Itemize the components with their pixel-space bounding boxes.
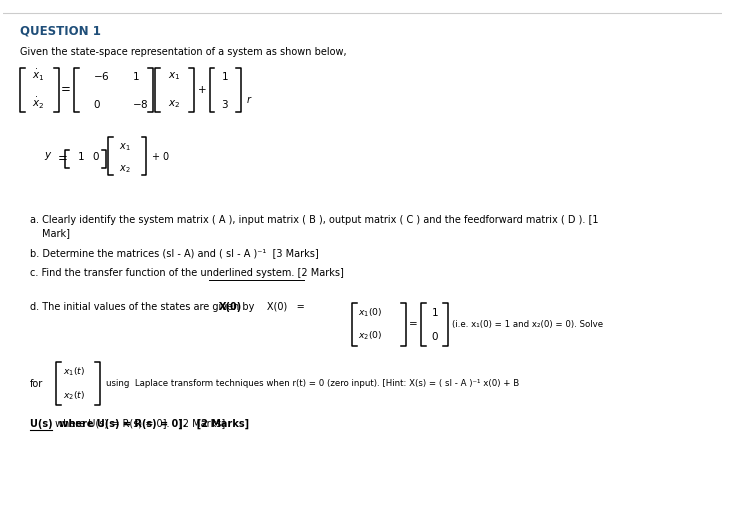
Text: $\dot{x}_1$: $\dot{x}_1$ <box>32 69 44 84</box>
Text: $1$: $1$ <box>76 150 84 162</box>
Text: where U(s) = R(s) = 0].   [2 Marks]: where U(s) = R(s) = 0]. [2 Marks] <box>53 418 225 428</box>
Text: for: for <box>30 379 43 389</box>
Text: $+\ 0$: $+\ 0$ <box>151 150 170 162</box>
Text: Given the state-space representation of a system as shown below,: Given the state-space representation of … <box>20 47 347 58</box>
Text: using  Laplace transform techniques when r(t) = 0 (zero input). [Hint: X(s) = ( : using Laplace transform techniques when … <box>106 379 519 388</box>
Text: Mark]: Mark] <box>41 229 70 238</box>
Text: $3$: $3$ <box>222 98 229 110</box>
Text: $0$: $0$ <box>431 330 439 342</box>
Text: $\dot{x}_2$: $\dot{x}_2$ <box>32 96 44 111</box>
Text: U(s)  where U(s) = R(s) = 0].   [2 Marks]: U(s) where U(s) = R(s) = 0]. [2 Marks] <box>30 418 249 428</box>
Text: a. Clearly identify the system matrix ( A ), input matrix ( B ), output matrix (: a. Clearly identify the system matrix ( … <box>30 214 599 224</box>
Text: $r$: $r$ <box>245 94 252 105</box>
Text: $x_2(0)$: $x_2(0)$ <box>358 330 382 343</box>
Text: $1$: $1$ <box>222 70 229 82</box>
Text: $x_1$: $x_1$ <box>119 141 131 153</box>
Text: $=$: $=$ <box>56 150 68 163</box>
Text: $x_2$: $x_2$ <box>168 98 180 110</box>
Text: $x_2(t)$: $x_2(t)$ <box>63 389 85 402</box>
Text: $x_1$: $x_1$ <box>168 70 180 82</box>
Text: $0$: $0$ <box>93 98 101 110</box>
Text: d. The initial values of the states are given by    X(0)   =: d. The initial values of the states are … <box>30 302 305 312</box>
Text: (i.e. x₁(0) = 1 and x₂(0) = 0). Solve: (i.e. x₁(0) = 1 and x₂(0) = 0). Solve <box>452 320 603 329</box>
Text: X(0): X(0) <box>219 302 242 312</box>
Text: $x_1(t)$: $x_1(t)$ <box>63 366 85 378</box>
Text: $1$: $1$ <box>431 306 439 319</box>
Text: c. Find the transfer function of the underlined system. [2 Marks]: c. Find the transfer function of the und… <box>30 268 344 278</box>
Text: =: = <box>61 83 71 96</box>
Text: $x_1(0)$: $x_1(0)$ <box>358 306 382 319</box>
Text: $-6$: $-6$ <box>93 70 110 82</box>
Text: +: + <box>198 85 206 95</box>
Text: $-8$: $-8$ <box>132 98 148 110</box>
Text: $1$: $1$ <box>132 70 139 82</box>
Text: $x_2$: $x_2$ <box>119 163 131 175</box>
Text: $0$: $0$ <box>92 150 100 162</box>
Text: =: = <box>409 320 418 329</box>
Text: $y$: $y$ <box>44 150 52 162</box>
Text: b. Determine the matrices (sI - A) and ( sI - A )⁻¹  [3 Marks]: b. Determine the matrices (sI - A) and (… <box>30 248 319 258</box>
Text: QUESTION 1: QUESTION 1 <box>20 25 101 38</box>
